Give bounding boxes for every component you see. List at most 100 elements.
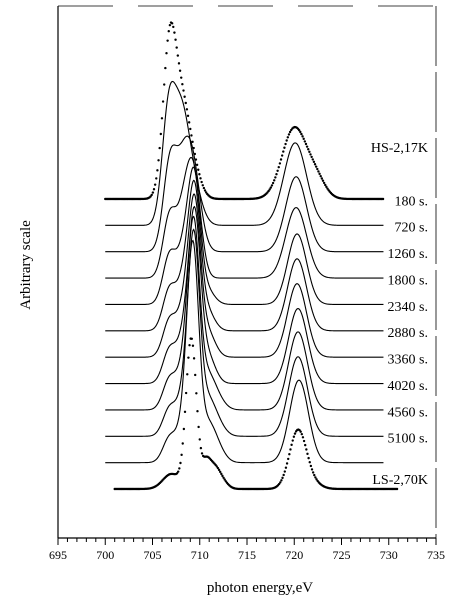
data-point	[165, 52, 168, 55]
data-point	[161, 100, 165, 103]
series-label: 4560 s.	[388, 405, 428, 420]
data-point	[304, 142, 308, 146]
data-point	[297, 129, 301, 132]
data-point	[196, 410, 199, 413]
series-labels: HS-2,17K 180 s. 720 s. 1260 s. 1800 s. 2340 s…	[371, 141, 428, 488]
data-point	[155, 177, 158, 180]
series-line	[105, 205, 384, 385]
data-point	[314, 476, 317, 479]
data-point	[200, 452, 204, 455]
series-trace	[105, 193, 384, 358]
data-point	[311, 158, 314, 161]
data-point	[178, 467, 181, 470]
series-line	[105, 193, 384, 358]
data-point	[282, 473, 285, 477]
data-point	[288, 130, 292, 134]
data-point	[201, 184, 204, 187]
data-point	[299, 430, 302, 433]
data-point	[300, 432, 304, 436]
data-point	[176, 54, 180, 57]
data-point	[220, 472, 223, 476]
data-point	[278, 162, 282, 165]
x-tick-label: 710	[191, 548, 209, 562]
data-point	[273, 179, 276, 182]
data-point	[159, 132, 163, 136]
data-point	[324, 183, 327, 187]
data-point	[305, 448, 308, 451]
data-point	[310, 468, 314, 471]
data-point	[153, 183, 157, 186]
data-point	[285, 462, 289, 465]
data-point	[283, 470, 286, 473]
data-point	[286, 136, 290, 139]
data-point	[163, 83, 166, 86]
series-label: 3360 s.	[388, 353, 428, 368]
data-point	[313, 163, 317, 166]
data-point	[187, 356, 190, 359]
data-point	[179, 461, 182, 465]
data-point	[281, 476, 284, 480]
series-trace	[105, 228, 384, 437]
series-line	[105, 228, 384, 437]
data-point	[160, 117, 164, 120]
data-point	[299, 130, 302, 134]
data-point	[300, 132, 303, 136]
data-point	[313, 473, 316, 477]
data-point	[218, 470, 222, 474]
data-point	[314, 165, 318, 168]
data-point	[202, 186, 206, 190]
data-point	[150, 193, 153, 197]
series-line	[105, 157, 384, 279]
data-point	[289, 448, 292, 451]
data-point	[195, 163, 199, 167]
data-point	[287, 457, 290, 461]
x-tick-label: 720	[285, 548, 303, 562]
data-point	[287, 133, 291, 136]
plot-frame	[57, 5, 437, 539]
data-point	[194, 373, 197, 377]
series-line	[105, 239, 384, 464]
series-label: 1800 s.	[388, 273, 428, 288]
data-point	[312, 160, 316, 164]
data-point	[319, 174, 322, 178]
data-point	[284, 466, 288, 469]
data-point	[291, 439, 294, 442]
series-trace	[105, 157, 384, 279]
data-point	[182, 427, 186, 431]
data-point	[309, 153, 312, 156]
series-trace	[105, 205, 384, 385]
series-label: LS-2,70K	[372, 473, 428, 488]
data-point	[307, 456, 310, 460]
data-point	[180, 453, 183, 457]
data-point	[217, 468, 221, 472]
series-line	[105, 179, 384, 332]
data-point	[181, 83, 184, 86]
data-point	[199, 446, 203, 450]
series-label: 2880 s.	[388, 326, 428, 341]
x-tick-label: 715	[238, 548, 256, 562]
data-point	[152, 188, 156, 191]
x-axis-title: photon energy,eV	[207, 580, 313, 596]
data-point	[200, 180, 203, 184]
data-point	[198, 438, 201, 441]
data-point	[311, 471, 315, 474]
x-tick-label: 700	[96, 548, 114, 562]
series-label: HS-2,17K	[371, 141, 428, 156]
data-point	[304, 443, 307, 447]
data-point	[186, 114, 190, 118]
data-point	[274, 176, 277, 179]
data-point	[184, 101, 187, 105]
data-point	[269, 186, 273, 189]
data-point	[302, 439, 306, 443]
data-point	[189, 127, 192, 131]
series-line	[105, 215, 384, 411]
data-point	[158, 146, 161, 150]
x-axis: 695 700 705 710 715 720 725 730 735	[49, 538, 445, 562]
data-point	[157, 159, 160, 162]
data-point	[316, 167, 319, 171]
series-trace	[105, 215, 384, 411]
data-point	[172, 25, 175, 29]
series-trace	[113, 337, 399, 491]
series-line	[105, 80, 384, 226]
